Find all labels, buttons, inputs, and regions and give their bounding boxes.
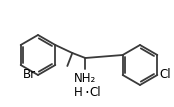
Text: H: H xyxy=(74,85,83,99)
Text: ·: · xyxy=(84,86,89,101)
Text: Cl: Cl xyxy=(159,68,171,82)
Text: NH₂: NH₂ xyxy=(74,72,96,85)
Text: Br: Br xyxy=(23,68,36,82)
Text: Cl: Cl xyxy=(89,86,101,100)
